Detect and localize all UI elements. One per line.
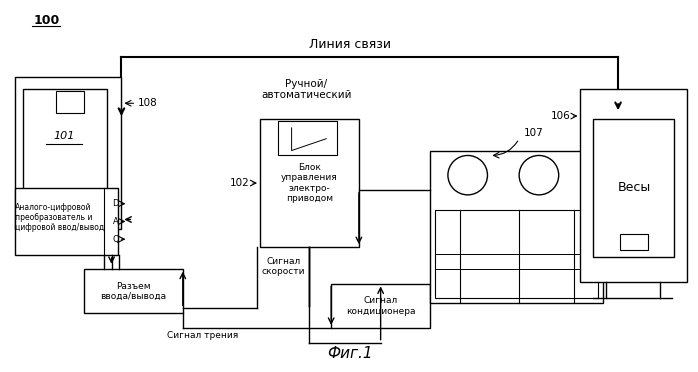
Text: 100: 100 xyxy=(33,14,59,27)
Text: 102: 102 xyxy=(230,178,250,188)
Text: Блок
управления
электро-
приводом: Блок управления электро- приводом xyxy=(281,163,338,203)
Bar xyxy=(56,92,84,113)
Text: D: D xyxy=(112,199,119,208)
Text: 106: 106 xyxy=(551,111,570,121)
Text: Q: Q xyxy=(112,235,119,244)
Text: Сигнал
скорости: Сигнал скорости xyxy=(262,257,306,276)
Bar xyxy=(15,77,121,230)
Text: 101: 101 xyxy=(53,131,75,141)
Bar xyxy=(84,269,183,313)
Bar xyxy=(430,151,603,303)
Bar xyxy=(22,89,107,198)
Text: Фиг.1: Фиг.1 xyxy=(327,346,373,361)
Bar xyxy=(435,210,598,298)
Bar xyxy=(260,119,359,247)
Text: 107: 107 xyxy=(524,128,544,138)
Bar xyxy=(15,188,119,255)
Bar xyxy=(620,234,648,250)
Text: Аналого-цифровой
преобразователь и
цифровой ввод/вывод: Аналого-цифровой преобразователь и цифро… xyxy=(15,203,104,232)
Bar xyxy=(278,121,337,155)
Bar xyxy=(331,283,430,328)
Text: Сигнал
кондиционера: Сигнал кондиционера xyxy=(346,296,415,316)
Text: Ручной/
автоматический: Ручной/ автоматический xyxy=(261,78,352,100)
Text: Линия связи: Линия связи xyxy=(309,38,391,51)
Text: 108: 108 xyxy=(138,98,158,108)
Text: Разъем
ввода/вывода: Разъем ввода/вывода xyxy=(101,282,166,301)
Text: A: A xyxy=(112,217,119,226)
Text: Сигнал трения: Сигнал трения xyxy=(167,331,238,340)
Text: Весы: Весы xyxy=(617,182,651,195)
Bar xyxy=(593,119,674,257)
Bar xyxy=(581,89,688,282)
